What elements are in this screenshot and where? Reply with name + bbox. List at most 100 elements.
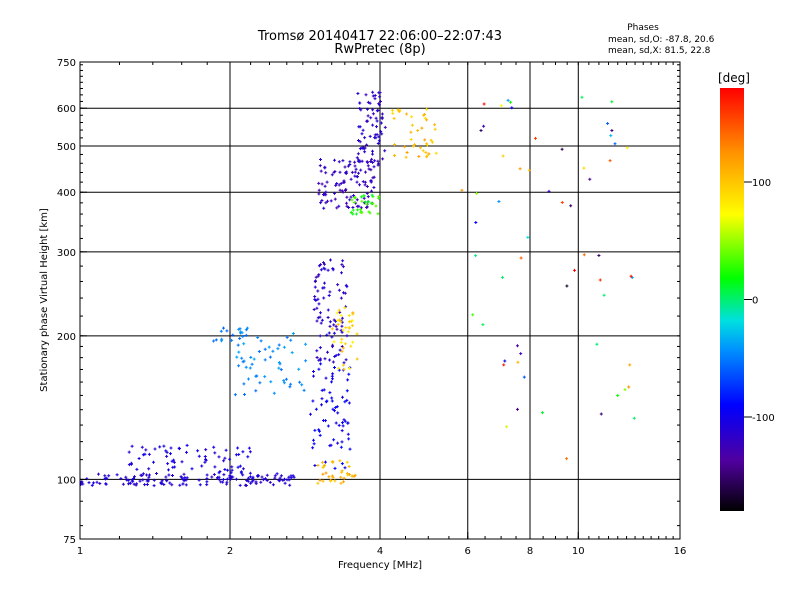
data-point: [354, 212, 358, 216]
data-point: [324, 376, 328, 380]
data-point: [196, 449, 200, 453]
data-point: [331, 407, 335, 411]
data-point: [357, 204, 361, 208]
data-point: [255, 374, 259, 378]
data-point: [358, 107, 362, 110]
data-point: [92, 481, 95, 485]
data-point: [371, 161, 375, 164]
y-tick-label: 75: [63, 535, 76, 546]
data-point: [429, 138, 433, 142]
data-point: [323, 262, 326, 266]
data-point: [353, 164, 357, 168]
data-point: [146, 478, 150, 482]
data-point: [168, 481, 172, 485]
data-point: [375, 125, 378, 129]
data-point: [313, 285, 317, 289]
data-point: [363, 146, 367, 150]
x-tick-label: 1: [77, 546, 83, 557]
data-point: [405, 151, 409, 154]
data-point: [368, 134, 372, 138]
colorbar-tick-label: 100: [752, 178, 771, 189]
data-point: [325, 180, 329, 184]
data-point: [221, 480, 225, 484]
data-point: [263, 347, 267, 351]
data-point: [374, 116, 378, 120]
data-point: [365, 202, 369, 206]
data-point: [344, 189, 347, 192]
data-point: [547, 189, 551, 193]
data-point: [475, 191, 479, 195]
data-point: [318, 315, 322, 319]
data-point: [421, 149, 425, 153]
data-point: [431, 140, 434, 144]
data-point: [366, 114, 370, 118]
data-point: [354, 167, 358, 171]
data-point: [323, 166, 327, 170]
data-point: [135, 467, 139, 471]
data-point: [420, 126, 424, 130]
data-point: [376, 212, 380, 216]
data-point: [236, 446, 240, 450]
data-point: [373, 94, 377, 97]
data-point: [319, 169, 323, 173]
data-point: [185, 476, 189, 480]
data-point: [350, 170, 354, 174]
data-point: [320, 318, 324, 322]
data-point: [312, 374, 315, 378]
data-point: [244, 328, 248, 332]
data-point: [335, 182, 339, 185]
data-point: [333, 158, 336, 162]
data-point: [324, 471, 328, 475]
data-point: [246, 479, 250, 483]
data-point: [139, 473, 143, 477]
data-point: [341, 346, 345, 350]
data-point: [210, 475, 214, 479]
data-point: [371, 90, 375, 94]
data-point: [347, 314, 351, 317]
data-point: [327, 475, 331, 479]
data-point: [319, 321, 323, 325]
data-point: [165, 454, 169, 458]
data-point: [369, 116, 373, 120]
data-point: [349, 344, 353, 348]
data-point: [403, 145, 407, 149]
data-point: [497, 200, 501, 203]
data-point: [90, 483, 94, 487]
data-point: [285, 335, 289, 339]
data-point: [351, 208, 355, 212]
data-point: [391, 111, 395, 115]
data-point: [216, 476, 219, 480]
data-point: [234, 477, 238, 481]
data-point: [312, 438, 315, 442]
data-point: [330, 327, 334, 331]
data-point: [471, 313, 475, 317]
data-point: [162, 444, 166, 448]
data-point: [413, 143, 416, 147]
data-point: [369, 168, 373, 172]
data-point: [560, 147, 564, 151]
data-point: [582, 166, 586, 170]
chart-title: Tromsø 20140417 22:06:00–22:07:43: [257, 29, 502, 44]
data-point: [317, 358, 321, 362]
data-point: [365, 191, 369, 195]
data-point: [167, 473, 171, 477]
data-point: [316, 274, 320, 278]
data-point: [410, 123, 414, 127]
data-point: [335, 206, 339, 210]
data-point: [239, 331, 242, 335]
data-point: [342, 361, 346, 365]
data-point: [580, 95, 584, 99]
data-point: [358, 101, 362, 105]
data-point: [263, 477, 267, 481]
data-point: [312, 442, 316, 446]
data-point: [328, 444, 332, 448]
stats-line-o: mean, sd,O: -87.8, 20.6: [608, 35, 715, 45]
data-point: [377, 162, 380, 166]
data-point: [237, 364, 241, 368]
data-point: [329, 199, 333, 203]
data-point: [317, 192, 321, 196]
data-point: [288, 385, 292, 389]
data-point: [213, 465, 217, 469]
data-point: [371, 176, 375, 180]
data-point: [364, 200, 367, 204]
